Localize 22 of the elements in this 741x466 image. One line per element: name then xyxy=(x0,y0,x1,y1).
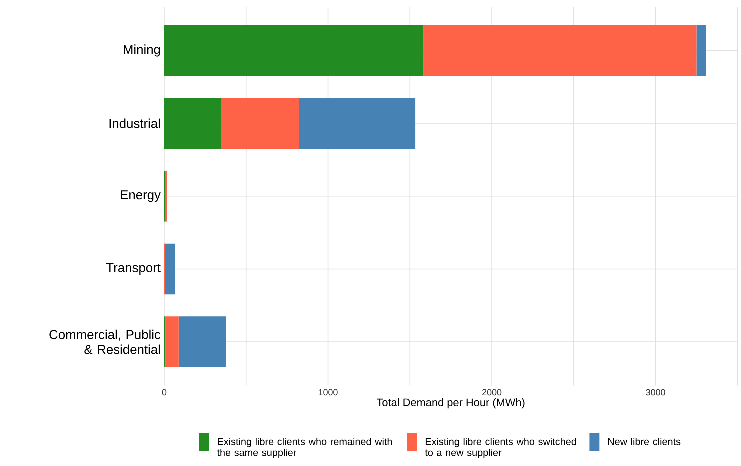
y-tick-label: Energy xyxy=(121,190,161,202)
x-tick-label: 0 xyxy=(162,390,167,396)
y-tick-label: Mining xyxy=(124,44,160,57)
bar xyxy=(222,98,300,150)
y-tick-label: Commercial, Public & Residential xyxy=(50,330,161,354)
bar xyxy=(164,98,222,150)
legend-label: Existing libre clients who switched to a new supplier xyxy=(425,438,576,458)
x-tick-label: 2000 xyxy=(482,390,502,396)
legend-label: New libre clients xyxy=(608,438,681,446)
legend-label: Existing libre clients who remained with the same supplier xyxy=(217,438,392,458)
bar xyxy=(165,244,176,295)
bar xyxy=(299,98,416,150)
x-tick-label: 3000 xyxy=(646,390,666,396)
bar xyxy=(164,26,424,76)
x-tick-label: 1000 xyxy=(319,390,338,396)
bar xyxy=(696,26,706,76)
x-axis-title: Total Demand per Hour (MWh) xyxy=(376,398,525,409)
bar xyxy=(166,316,179,368)
y-tick-label: Transport xyxy=(106,264,161,276)
bar xyxy=(424,26,697,76)
bar xyxy=(178,316,226,368)
y-tick-label: Industrial xyxy=(110,119,160,129)
